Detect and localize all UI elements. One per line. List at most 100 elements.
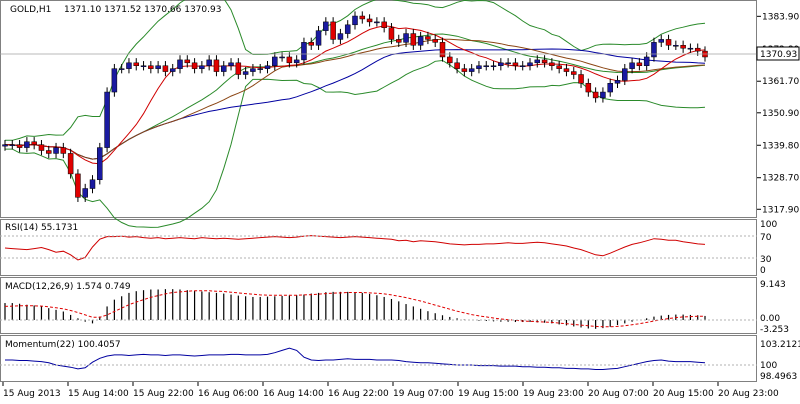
candle-body — [315, 30, 322, 46]
time-tick-label: 19 Aug 07:00 — [393, 389, 454, 399]
candle-body — [242, 71, 249, 75]
candle-body — [213, 59, 220, 72]
candle-body — [133, 62, 139, 66]
candle-body — [622, 68, 628, 81]
candle-body — [9, 144, 16, 146]
macd-plot — [4, 289, 706, 329]
candle-body — [53, 147, 59, 154]
candle-body — [97, 147, 103, 180]
candle-body — [279, 56, 285, 59]
candle-body — [286, 56, 293, 64]
candle-body — [505, 62, 511, 65]
candle-body — [60, 147, 67, 154]
rsi-label: RSI(14) 55.1731 — [5, 223, 78, 233]
candle-body — [148, 65, 154, 69]
candle-body — [330, 21, 336, 40]
candle-body — [111, 68, 118, 93]
candle-body — [425, 36, 431, 40]
candle-body — [46, 150, 52, 154]
price-tick-label: 1383.90 — [762, 12, 799, 22]
candle-body — [607, 83, 613, 93]
candle-body — [293, 59, 300, 64]
candle-body — [417, 36, 424, 46]
candle-body — [680, 45, 686, 49]
price-tick-label: 1339.80 — [762, 141, 799, 151]
momentum-panel-frame — [0, 335, 757, 382]
time-tick-label: 19 Aug 23:00 — [523, 389, 584, 399]
ma-fast — [5, 25, 706, 165]
rsi-level-100: 100 — [760, 220, 777, 230]
candle-body — [600, 91, 606, 99]
candle-body — [439, 42, 446, 58]
candle-body — [359, 15, 366, 20]
candle-body — [366, 18, 373, 23]
momentum-level-100: 100 — [760, 361, 777, 371]
candle-body — [461, 68, 468, 72]
time-tick-label: 15 Aug 2013 — [3, 389, 61, 399]
candle-body — [301, 42, 307, 61]
candle-body — [140, 65, 147, 67]
candle-body — [687, 47, 694, 50]
candle-body — [235, 62, 242, 75]
candle-body — [636, 62, 643, 66]
candle-body — [658, 39, 664, 43]
time-tick-label: 20 Aug 15:00 — [653, 389, 714, 399]
candle-body — [388, 27, 395, 40]
candle-body — [592, 91, 599, 99]
time-tick-label: 16 Aug 14:00 — [263, 389, 324, 399]
candle-body — [563, 68, 570, 72]
candle-body — [447, 56, 453, 64]
candle-body — [221, 65, 227, 72]
candle-body — [468, 68, 475, 72]
candle-body — [272, 56, 278, 66]
candle-body — [82, 188, 88, 198]
time-tick-label: 16 Aug 22:00 — [328, 389, 389, 399]
candle-body — [308, 42, 314, 46]
candle-body — [323, 21, 329, 31]
candle-body — [643, 56, 650, 66]
candle-body — [527, 62, 533, 66]
candle-body — [534, 59, 541, 64]
candle-body — [476, 65, 482, 69]
candle-body — [169, 68, 176, 72]
candle-body — [381, 21, 387, 28]
candle-body — [614, 80, 621, 84]
candle-body — [629, 62, 635, 69]
candle-body — [67, 153, 74, 175]
candle-body — [38, 144, 45, 151]
candle-body — [665, 39, 672, 46]
price-panel-frame — [0, 0, 757, 218]
time-tick-label: 19 Aug 15:00 — [458, 389, 519, 399]
macd-level-top: 9.143 — [760, 280, 786, 290]
candle-body — [228, 62, 234, 66]
momentum-line — [5, 347, 706, 370]
momentum-level-top: 103.2121 — [760, 340, 800, 350]
candle-body — [126, 62, 132, 69]
candle-body — [498, 62, 504, 66]
candle-body — [519, 65, 526, 67]
candle-body — [651, 42, 657, 58]
candle-body — [199, 65, 205, 69]
candle-body — [578, 74, 584, 84]
macd-level-zero: 0.00 — [760, 314, 780, 324]
time-tick-label: 20 Aug 23:00 — [718, 389, 779, 399]
rsi-level-70: 70 — [760, 233, 772, 243]
candle-body — [344, 24, 351, 34]
current-price-label: 1370.93 — [760, 50, 797, 60]
candle-body — [257, 68, 263, 70]
candle-body — [118, 68, 125, 70]
candle-body — [184, 59, 191, 64]
candle-body — [571, 71, 577, 75]
candle-body — [549, 62, 555, 66]
candle-body — [432, 39, 438, 43]
rsi-level-30: 30 — [760, 255, 772, 265]
price-tick-label: 1350.90 — [762, 109, 799, 119]
candle-body — [16, 144, 23, 148]
candle-body — [410, 33, 417, 46]
candle-body — [512, 62, 519, 66]
candle-body — [104, 91, 110, 148]
price-tick-label: 1317.90 — [762, 205, 799, 215]
momentum-plot — [5, 347, 706, 370]
